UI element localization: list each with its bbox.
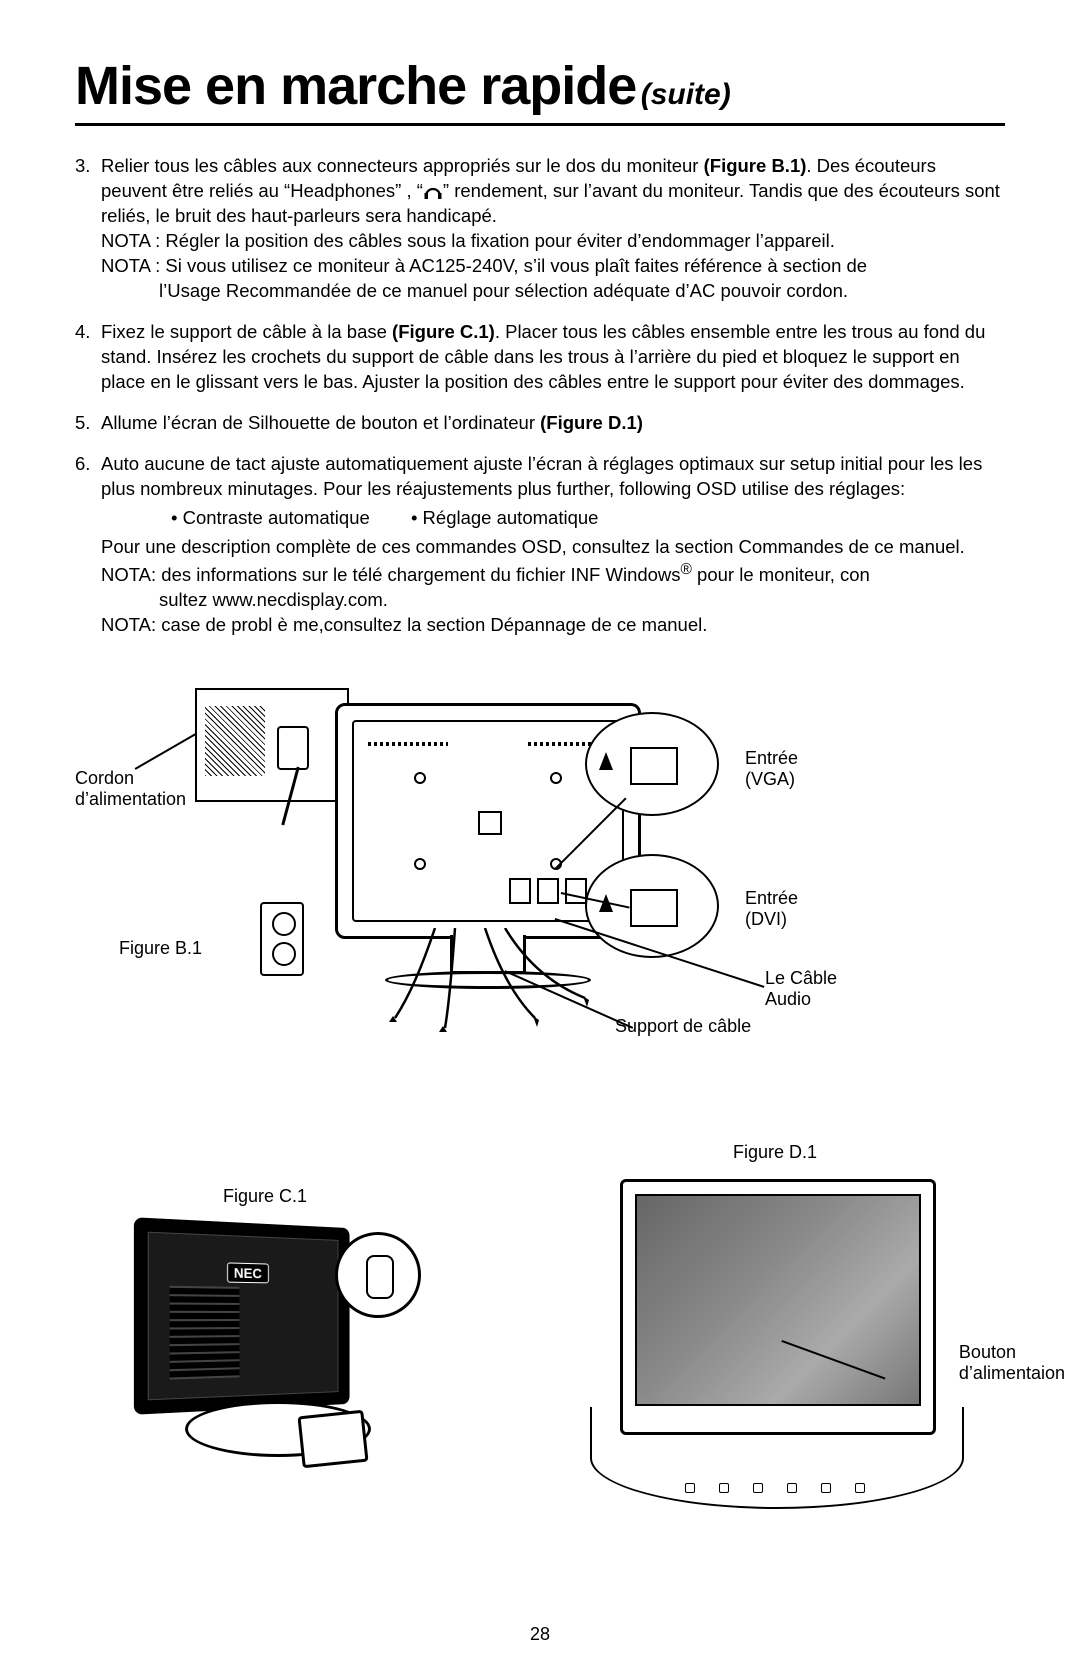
base-curve <box>590 1407 964 1509</box>
step-5: 5. Allume l’écran de Silhouette de bouto… <box>75 411 1005 436</box>
step-4: 4. Fixez le support de câble à la base (… <box>75 320 1005 395</box>
figure-b1-caption: Figure B.1 <box>119 938 202 960</box>
front-buttons <box>685 1483 865 1493</box>
figure-d1-caption: Figure D.1 <box>545 1142 1005 1163</box>
nota-2a: NOTA : Si vous utilisez ce moniteur à AC… <box>101 254 1005 279</box>
front-button-icon <box>821 1483 831 1493</box>
front-button-icon <box>685 1483 695 1493</box>
manual-page: Mise en marche rapide (suite) 3. Relier … <box>0 0 1080 1669</box>
step6-nota2: NOTA: case de probl è me,consultez la se… <box>101 613 1005 638</box>
power-plug-icon <box>277 726 309 770</box>
page-title: Mise en marche rapide <box>75 56 636 116</box>
port-icon <box>537 878 559 904</box>
nota-1: NOTA : Régler la position des câbles sou… <box>101 229 1005 254</box>
vga-connector-icon <box>630 747 678 785</box>
step-text: Relier tous les câbles aux connecteurs a… <box>101 155 1000 226</box>
step6-line2: Pour une description complète de ces com… <box>101 535 1005 560</box>
page-title-suffix: (suite) <box>641 78 731 111</box>
clip-icon <box>366 1255 394 1299</box>
step-number: 4. <box>75 320 90 345</box>
monitor-inner <box>352 720 624 922</box>
label-dvi: Entrée (DVI) <box>745 888 798 931</box>
registered-mark: ® <box>681 561 692 578</box>
front-button-icon <box>753 1483 763 1493</box>
figure-ref-d1: (Figure D.1) <box>540 412 643 433</box>
front-button-icon <box>787 1483 797 1493</box>
bullet-reglage: • Réglage automatique <box>411 506 599 531</box>
monitor-body: NEC <box>134 1217 350 1414</box>
figure-cd-row: Figure C.1 NEC Figure D.1 <box>75 1142 1005 1532</box>
monitor-bezel <box>620 1179 936 1435</box>
step-number: 3. <box>75 154 90 179</box>
power-cord-icon <box>281 766 299 825</box>
content-body: 3. Relier tous les câbles aux connecteur… <box>75 154 1005 638</box>
cable-holder-icon <box>297 1409 368 1468</box>
port-row <box>509 878 587 904</box>
center-mount-icon <box>478 811 502 835</box>
front-button-icon <box>719 1483 729 1493</box>
step-text: Fixez le support de câble à la base (Fig… <box>101 321 985 392</box>
vesa-hole-icon <box>414 772 426 784</box>
step6-nota1c: sultez www.necdisplay.com. <box>101 588 1005 613</box>
step6-nota1: NOTA: des informations sur le télé charg… <box>101 560 1005 588</box>
label-power-button: Bouton d’alimentaion <box>959 1342 1065 1385</box>
front-button-icon <box>855 1483 865 1493</box>
step-number: 5. <box>75 411 90 436</box>
label-power-cord: Cordon d’alimentation <box>75 768 186 811</box>
step-text: Auto aucune de tact ajuste automatiqueme… <box>101 453 982 499</box>
vent-icon <box>368 742 448 746</box>
arrow-up-icon <box>599 752 613 770</box>
headphone-icon <box>423 182 443 200</box>
page-number: 28 <box>0 1624 1080 1645</box>
step-3: 3. Relier tous les câbles aux connecteur… <box>75 154 1005 304</box>
bullet-contrast: • Contraste automatique <box>171 506 370 531</box>
monitor-back-panel: NEC <box>148 1231 339 1400</box>
wall-outlet-icon <box>260 902 304 976</box>
vesa-hole-icon <box>414 858 426 870</box>
label-audio: Le Câble Audio <box>765 968 837 1011</box>
port-icon <box>565 878 587 904</box>
outlet-socket <box>272 912 296 936</box>
nota-2b: l’Usage Recommandée de ce manuel pour sé… <box>101 279 1005 304</box>
vesa-hole-icon <box>550 772 562 784</box>
monitor-screen <box>635 1194 921 1406</box>
outlet-socket <box>272 942 296 966</box>
nec-logo: NEC <box>227 1262 268 1283</box>
figure-ref-b1: (Figure B.1) <box>704 155 807 176</box>
vent-grid-icon <box>170 1285 240 1379</box>
figure-c1: Figure C.1 NEC <box>75 1142 455 1532</box>
figure-b1-diagram: Cordon d’alimentation Figure B.1 <box>75 688 1005 1118</box>
vga-detail-circle <box>585 712 719 816</box>
cable-clip-zoom <box>335 1232 421 1318</box>
instruction-list: 3. Relier tous les câbles aux connecteur… <box>75 154 1005 638</box>
label-vga: Entrée (VGA) <box>745 748 798 791</box>
dvi-detail-circle <box>585 854 719 958</box>
inset-texture <box>205 706 265 776</box>
label-cable-support: Support de câble <box>615 1016 751 1038</box>
page-title-block: Mise en marche rapide (suite) <box>75 55 1005 126</box>
port-icon <box>509 878 531 904</box>
step-6: 6. Auto aucune de tact ajuste automatiqu… <box>75 452 1005 638</box>
step-number: 6. <box>75 452 90 477</box>
figure-c1-caption: Figure C.1 <box>75 1186 455 1207</box>
cable-bundle-icon <box>375 928 615 1048</box>
step-text: Allume l’écran de Silhouette de bouton e… <box>101 412 643 433</box>
bullet-row: • Contraste automatique • Réglage automa… <box>171 506 1005 531</box>
dvi-connector-icon <box>630 889 678 927</box>
monitor-front-diagram <box>620 1179 930 1459</box>
power-plug-inset <box>195 688 349 802</box>
figure-d1: Figure D.1 Bouton d’alimentaion <box>545 1142 1005 1532</box>
figure-ref-c1: (Figure C.1) <box>392 321 495 342</box>
